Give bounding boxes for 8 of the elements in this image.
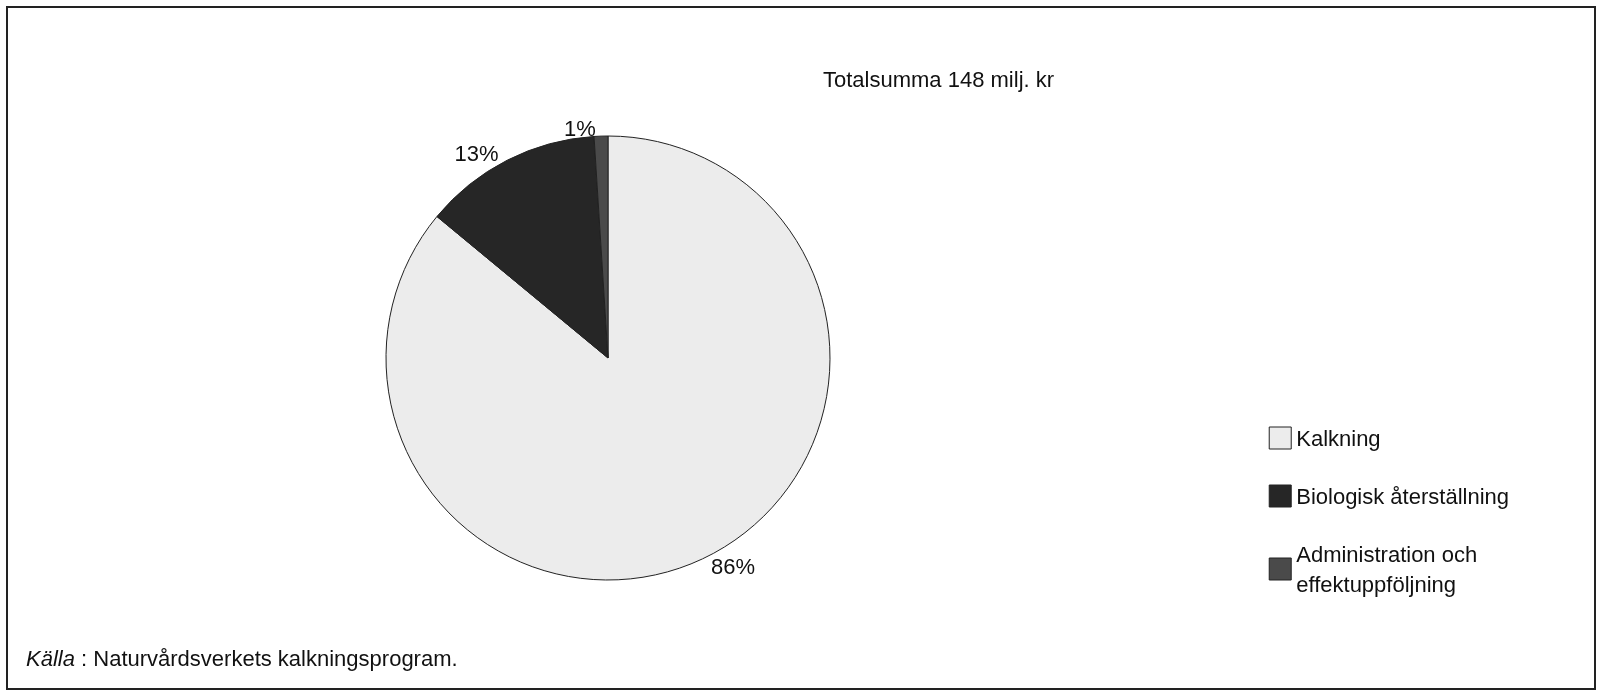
text: Källa : Naturvårdsverkets kalkningsprogram.	[26, 646, 458, 672]
chart-subtitle: Totalsumma 148 milj. kr	[823, 66, 1055, 92]
legend-label: Kalkning	[1296, 425, 1381, 451]
legend-label: Biologisk återställning	[1296, 483, 1509, 509]
data-label: 13%	[454, 140, 499, 166]
legend-label: Administration och effektuppföljning	[1296, 541, 1478, 597]
data-label: 86%	[710, 553, 755, 579]
data-label: 1%	[563, 115, 596, 141]
